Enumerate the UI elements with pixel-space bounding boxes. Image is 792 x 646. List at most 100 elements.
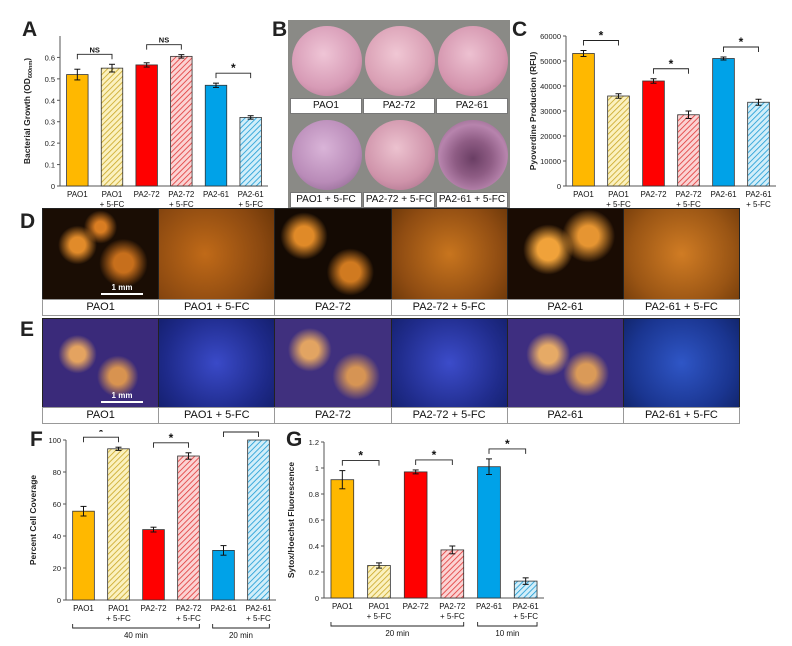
x-tick-label: PAO1 — [608, 190, 629, 199]
x-tick-label: PA2-72 — [175, 604, 202, 613]
panel-letter-b: B — [272, 18, 288, 41]
y-tick-label: 50000 — [540, 57, 561, 66]
y-tick-label: 0.6 — [309, 516, 319, 525]
bar — [477, 466, 501, 599]
y-axis-label: Pyoverdine Production (RFU) — [528, 52, 538, 171]
chart-g-sytox-hoechst: 0 0.2 0.4 0.6 0.8 1 1.2 Sytox/Hoechst Fluoresce… — [286, 437, 544, 638]
micrograph-e-pao1: 1 mm — [43, 319, 160, 407]
x-tick-label: PA2-61 — [513, 602, 540, 611]
x-tick-label: PA2-72 — [134, 190, 161, 199]
y-tick-label: 0.5 — [45, 75, 55, 84]
caption-d-pa2-61: PA2-61 — [508, 300, 624, 315]
x-tick-label: PA2-72 — [675, 190, 702, 199]
significance-bracket — [583, 40, 619, 46]
bar — [440, 549, 465, 599]
y-tick-label: 80 — [53, 468, 61, 477]
time-group-bracket — [330, 622, 465, 627]
significance-label: * — [231, 61, 236, 75]
significance-bracket — [83, 436, 119, 443]
y-tick-label: 0.3 — [45, 118, 55, 127]
x-tick-label: PA2-61 — [710, 190, 737, 199]
x-tick-label: + 5-FC — [169, 200, 194, 209]
x-tick-label: + 5-FC — [513, 612, 538, 621]
x-tick-label: + 5-FC — [606, 200, 631, 209]
x-tick-label: PAO1 — [573, 190, 594, 199]
x-tick-label: PA2-72 — [403, 602, 430, 611]
significance-label: * — [99, 430, 104, 439]
y-axis-label-subscript: 600nm — [28, 61, 34, 79]
bar — [107, 448, 130, 601]
micrograph-d-pao1: 1 mm — [43, 209, 160, 299]
x-tick-label: PAO1 — [67, 190, 88, 199]
caption-d-pao1-5fc: PAO1 + 5-FC — [159, 300, 276, 315]
caption-row-e: PAO1 PAO1 + 5-FC PA2-72 PA2-72 + 5-FC PA… — [42, 407, 740, 424]
y-tick-label: 20 — [53, 564, 61, 573]
y-tick-label: 0.6 — [45, 53, 55, 62]
caption-d-pa2-72: PA2-72 — [275, 300, 392, 315]
micrograph-d-pao1-5fc — [159, 209, 276, 299]
bar — [142, 529, 165, 601]
x-tick-label: + 5-FC — [238, 200, 263, 209]
y-axis-label-main: Bacterial Growth (OD — [22, 78, 32, 164]
well-pa2-72 — [365, 26, 435, 96]
bar — [100, 67, 124, 187]
bar — [135, 64, 158, 187]
micrograph-e-pa2-61-5fc — [623, 319, 740, 407]
y-tick-label: 60000 — [540, 32, 561, 41]
significance-label: NS — [159, 36, 169, 45]
y-tick-label: 0.4 — [45, 96, 55, 105]
x-tick-label: PA2-72 — [640, 190, 667, 199]
micrograph-d-pa2-61 — [507, 209, 624, 299]
time-group-label: 10 min — [495, 629, 519, 638]
y-tick-label: 1 — [315, 464, 319, 473]
scale-bar-label-e: 1 mm — [111, 391, 133, 400]
well-pa2-61 — [438, 26, 508, 96]
plate-label-pa2-72-5fc: PA2-72 + 5-FC — [363, 192, 435, 208]
significance-bracket — [215, 72, 252, 79]
caption-e-pao1: PAO1 — [43, 408, 160, 423]
significance-label: * — [432, 448, 437, 462]
significance-bracket — [723, 46, 759, 52]
x-tick-label: PA2-61 — [245, 604, 272, 613]
y-axis-label: Percent Cell Coverage — [28, 475, 38, 566]
y-tick-label: 1.2 — [309, 438, 319, 447]
bar — [177, 455, 200, 601]
micrograph-d-pa2-72 — [275, 209, 392, 299]
y-axis-label: Bacterial Growth (OD600nm) — [22, 58, 34, 164]
y-tick-label: 0 — [57, 596, 61, 605]
significance-bracket — [153, 442, 189, 448]
x-tick-label: PA2-61 — [476, 602, 503, 611]
significance-label: * — [505, 437, 510, 451]
significance-bracket — [341, 460, 380, 466]
significance-label: * — [599, 29, 604, 43]
significance-bracket — [223, 431, 259, 437]
x-tick-label: + 5-FC — [100, 200, 125, 209]
scale-bar-d: 1 mm — [101, 283, 143, 295]
bar — [72, 510, 95, 601]
x-tick-label: PA2-72 — [439, 602, 466, 611]
well-pa2-72-5fc — [365, 120, 435, 190]
bar — [367, 565, 391, 599]
x-tick-label: PA2-72 — [168, 190, 195, 199]
x-tick-label: PA2-72 — [140, 604, 167, 613]
y-tick-label: 0.2 — [309, 568, 319, 577]
bar — [677, 114, 700, 187]
caption-d-pa2-72-5fc: PA2-72 + 5-FC — [392, 300, 508, 315]
y-tick-label: 0.1 — [45, 161, 55, 170]
bar — [747, 101, 770, 187]
y-tick-label: 20000 — [540, 132, 561, 141]
x-tick-label: + 5-FC — [746, 200, 771, 209]
micrograph-e-pa2-61 — [507, 319, 624, 407]
micrograph-strip-e: 1 mm — [42, 318, 740, 408]
chart-f-cell-coverage: 0 20 40 60 80 100 Percent Cell Coverage PAO1 PAO… — [28, 430, 276, 640]
well-pao1 — [292, 26, 362, 96]
bar — [239, 117, 262, 187]
caption-e-pa2-61: PA2-61 — [508, 408, 624, 423]
bar — [204, 84, 228, 187]
significance-label: * — [239, 430, 244, 434]
micrograph-e-pao1-5fc — [159, 319, 276, 407]
y-tick-label: 0 — [557, 182, 561, 191]
scale-bar-label-d: 1 mm — [111, 283, 133, 292]
y-tick-label: 0 — [315, 594, 319, 603]
y-tick-label: 30000 — [540, 107, 561, 116]
